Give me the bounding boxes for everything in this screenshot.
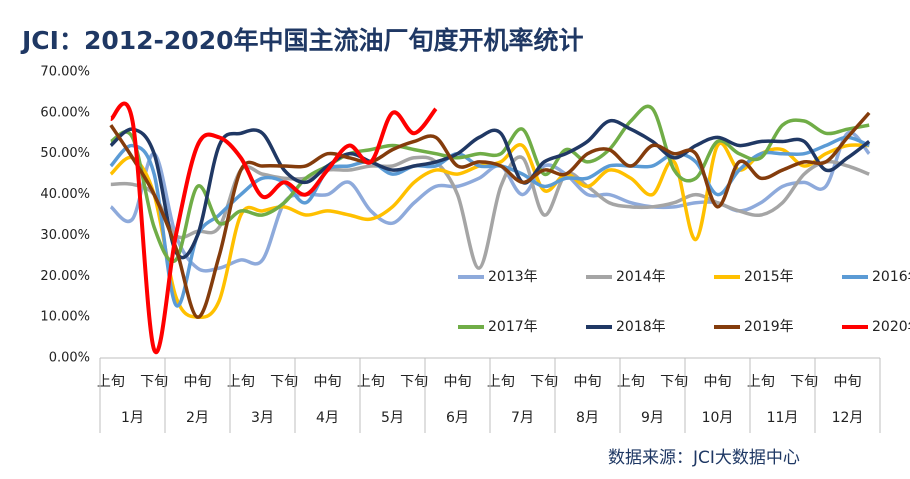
- group-label: 3月: [251, 410, 274, 426]
- group-label: 7月: [511, 410, 534, 426]
- y-tick-label: 40.00%: [40, 187, 90, 202]
- x-tick-label: 下旬: [790, 374, 818, 390]
- y-tick-label: 70.00%: [40, 65, 90, 80]
- x-tick-label: 下旬: [140, 374, 168, 390]
- x-tick-label: 上旬: [617, 374, 645, 390]
- x-tick-label: 下旬: [270, 374, 298, 390]
- legend-label: 2016年: [872, 269, 910, 285]
- x-tick-label: 上旬: [487, 374, 515, 390]
- group-label: 2月: [186, 410, 209, 426]
- x-tick-label: 下旬: [400, 374, 428, 390]
- series-line: [109, 135, 870, 308]
- y-tick-label: 10.00%: [40, 310, 90, 325]
- x-tick-label: 中旬: [314, 374, 342, 390]
- group-label: 6月: [446, 410, 469, 426]
- y-tick-label: 20.00%: [40, 269, 90, 284]
- x-tick-label: 中旬: [184, 374, 212, 390]
- group-label: 5月: [381, 410, 404, 426]
- series-line: [108, 101, 438, 355]
- group-label: 4月: [316, 410, 339, 426]
- legend-label: 2019年: [744, 319, 794, 335]
- group-label: 11月: [767, 410, 799, 426]
- legend-label: 2020年: [872, 319, 910, 335]
- legend-label: 2018年: [616, 319, 666, 335]
- chart-title: JCI：2012-2020年中国主流油厂旬度开机率统计: [20, 26, 584, 55]
- x-tick-label: 中旬: [444, 374, 472, 390]
- x-tick-label: 上旬: [747, 374, 775, 390]
- x-tick-label: 上旬: [97, 374, 125, 390]
- x-tick-label: 上旬: [357, 374, 385, 390]
- x-tick-label: 中旬: [704, 374, 732, 390]
- group-label: 9月: [641, 410, 664, 426]
- y-tick-label: 50.00%: [40, 146, 90, 161]
- legend-label: 2017年: [488, 319, 538, 335]
- group-label: 10月: [702, 410, 734, 426]
- legend-label: 2014年: [616, 269, 666, 285]
- series-line: [109, 118, 871, 260]
- x-tick-label: 中旬: [574, 374, 602, 390]
- y-tick-label: 0.00%: [49, 351, 90, 366]
- legend-label: 2013年: [488, 269, 538, 285]
- y-tick-label: 60.00%: [40, 105, 90, 120]
- x-tick-label: 中旬: [834, 374, 862, 390]
- series-line: [109, 111, 871, 319]
- legend-label: 2015年: [744, 269, 794, 285]
- group-label: 12月: [832, 410, 864, 426]
- y-tick-label: 30.00%: [40, 228, 90, 243]
- series-line: [109, 104, 870, 264]
- x-tick-label: 下旬: [660, 374, 688, 390]
- x-tick-label: 下旬: [530, 374, 558, 390]
- source: 数据来源：JCI大数据中心: [608, 448, 800, 468]
- x-tick-label: 上旬: [227, 374, 255, 390]
- group-label: 1月: [121, 410, 144, 426]
- group-label: 8月: [576, 410, 599, 426]
